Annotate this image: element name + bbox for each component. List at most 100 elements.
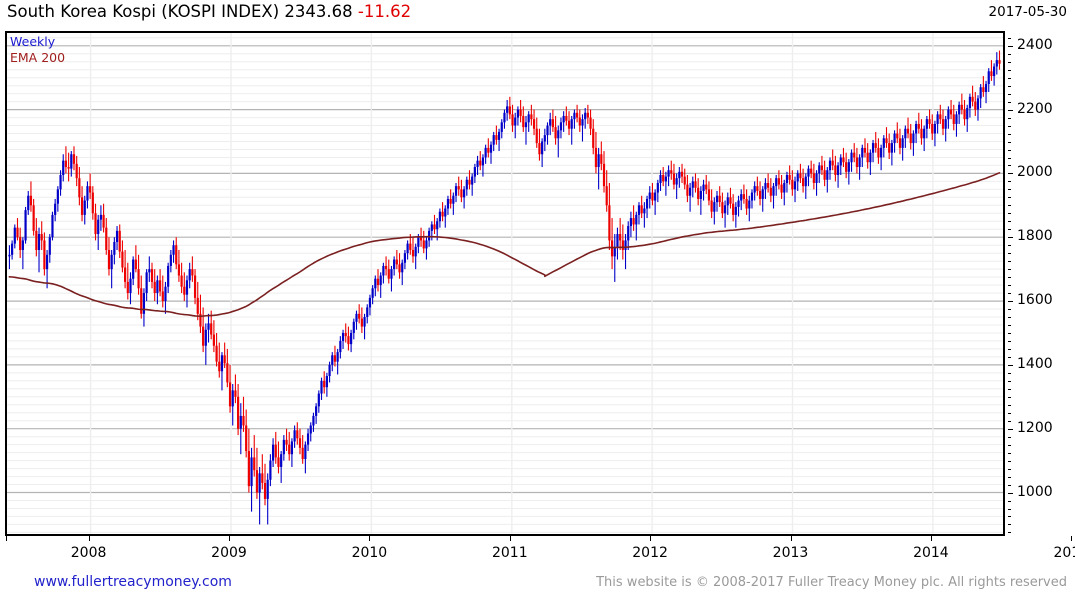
chart-gridlines [7,33,1003,534]
y-axis-minor-tick [1008,181,1011,183]
x-axis-label: 2013 [772,545,809,561]
y-axis-minor-tick [1008,468,1011,470]
x-axis-label: 2010 [351,545,388,561]
y-axis-tick [1008,492,1013,494]
y-axis-minor-tick [1008,309,1011,310]
y-axis-minor-tick [1008,277,1011,279]
copyright-notice: This website is © 2008-2017 Fuller Treac… [596,575,1067,590]
x-axis-tick [6,536,7,541]
y-axis-minor-tick [1008,101,1011,103]
y-axis-label: 1400 [1017,355,1053,372]
y-axis-minor-tick [1008,245,1011,247]
y-axis-minor-tick [1008,149,1011,151]
y-axis-label: 1200 [1017,419,1053,436]
y-axis-label: 2200 [1017,100,1053,117]
y-axis-minor-tick [1008,396,1011,398]
y-axis-minor-tick [1008,157,1011,159]
y-axis-tick [1008,428,1013,430]
y-axis-minor-tick [1008,452,1011,454]
y-axis-minor-tick [1008,197,1011,199]
y-axis-minor-tick [1008,261,1011,263]
y-axis-minor-tick [1008,436,1011,438]
y-axis-tick [1008,364,1013,366]
y-axis-minor-tick [1008,340,1011,342]
x-axis: 2008 2009 2010 2011 2012 2013 2014 2015 [0,536,1075,563]
y-axis-minor-tick [1008,508,1011,510]
quote-date: 2017-05-30 [988,4,1067,20]
instrument-name: South Korea Kospi (KOSPI INDEX) [7,2,280,21]
y-axis: 1000 1200 1400 1600 1800 2000 2200 2400 [1008,31,1075,536]
y-axis-minor-tick [1008,253,1011,255]
y-axis-minor-tick [1008,348,1011,350]
chart-plot-area[interactable] [5,31,1005,536]
y-axis-minor-tick [1008,524,1011,526]
y-axis-minor-tick [1008,133,1011,135]
y-axis-minor-tick [1008,476,1011,478]
y-axis-minor-tick [1008,213,1011,215]
y-axis-label: 2400 [1017,36,1053,53]
x-axis-label: 2015 [1053,545,1075,561]
x-axis-tick [790,536,792,541]
x-axis-label: 2008 [70,545,107,561]
y-axis-minor-tick [1008,516,1011,518]
y-axis-minor-tick [1008,69,1011,71]
y-axis-minor-tick [1008,125,1011,127]
y-axis-minor-tick [1008,189,1011,191]
x-axis-tick [930,536,932,541]
y-axis-minor-tick [1008,85,1011,87]
y-axis-minor-tick [1008,117,1011,119]
chart-canvas [8,50,1001,525]
y-axis-tick [1008,237,1013,239]
y-axis-minor-tick [1008,356,1011,358]
x-axis-tick [509,536,511,541]
x-axis-tick [229,536,230,541]
chart-header: South Korea Kospi (KOSPI INDEX) 2343.68 … [0,0,1075,26]
y-axis-minor-tick [1008,205,1011,207]
y-axis-minor-tick [1008,165,1011,167]
y-axis-minor-tick [1008,141,1011,143]
y-axis-minor-tick [1008,333,1011,334]
y-axis-minor-tick [1008,229,1011,231]
y-axis-tick [1008,301,1013,303]
y-axis-minor-tick [1008,269,1011,271]
x-axis-label: 2014 [913,545,949,561]
last-value: 2343.68 [284,2,353,21]
y-axis-minor-tick [1008,325,1011,326]
y-axis-label: 1600 [1017,292,1053,309]
y-axis-label: 2000 [1017,164,1053,181]
y-axis-minor-tick [1008,532,1011,534]
x-axis-label: 2012 [632,545,668,561]
page-title: South Korea Kospi (KOSPI INDEX) 2343.68 … [7,2,411,21]
x-axis-tick [369,536,371,541]
y-axis-tick [1008,45,1013,47]
x-axis-label: 2011 [491,545,528,561]
change-value: -11.62 [357,2,412,21]
y-axis-minor-tick [1008,77,1011,79]
y-axis-minor-tick [1008,61,1011,63]
y-axis-minor-tick [1008,372,1011,374]
y-axis-minor-tick [1008,420,1011,422]
y-axis-minor-tick [1008,388,1011,390]
y-axis-minor-tick [1008,412,1011,414]
y-axis-minor-tick [1008,221,1011,223]
y-axis-minor-tick [1008,93,1011,95]
y-axis-minor-tick [1008,380,1011,382]
y-axis-tick [1008,109,1013,111]
x-axis-tick [650,536,652,541]
y-axis-label: 1800 [1017,228,1053,245]
y-axis-minor-tick [1008,37,1011,39]
chart-footer: www.fullertreacymoney.com This website i… [0,572,1075,596]
y-axis-tick [1008,173,1013,175]
x-axis-label: 2009 [211,545,247,561]
x-axis-tick [88,536,90,541]
y-axis-minor-tick [1008,444,1011,446]
x-axis-tick [1071,536,1073,541]
y-axis-label: 1000 [1017,483,1053,500]
y-axis-minor-tick [1008,317,1011,318]
y-axis-minor-tick [1008,285,1011,287]
site-url[interactable]: www.fullertreacymoney.com [34,574,232,590]
y-axis-minor-tick [1008,484,1011,486]
y-axis-minor-tick [1008,500,1011,502]
y-axis-minor-tick [1008,293,1011,295]
